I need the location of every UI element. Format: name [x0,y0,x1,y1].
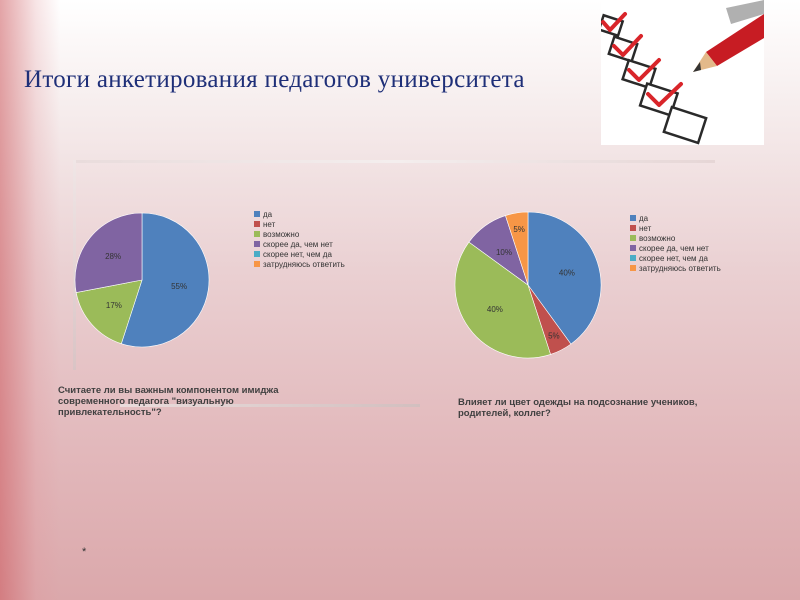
chart-1-slice-1 [120,212,210,348]
chart-1-legend-item-5: скорее нет, чем да [263,250,332,259]
chart-1-legend-swatch-2 [254,221,260,227]
chart-1-legend-swatch-6 [254,261,260,267]
chart-1-legend-swatch-4 [254,241,260,247]
chart-2-legend-item-5: скорее нет, чем да [639,254,708,263]
chart-1-legend-swatch-5 [254,251,260,257]
chart-1-slice-label-1: 55% [171,282,187,291]
chart-2-legend-swatch-5 [630,255,636,261]
chart-2-slice-label-1: 40% [559,268,575,277]
chart-1: 55% 17% 28% да нет возможно скорее да, чем нет… [60,205,370,365]
chart-2-slice-label-2: 5% [548,332,560,341]
chart-2-slice-label-4: 10% [496,248,512,257]
chart-2-legend-swatch-6 [630,265,636,271]
chart-2-slice-6 [505,211,529,286]
footnote-star: * [82,546,87,558]
chart-2-legend-item-4: скорее да, чем нет [639,244,709,253]
chart-2-slice-label-6: 5% [513,225,525,234]
chart-2-slice-3 [454,241,551,359]
chart-2-legend-swatch-3 [630,235,636,241]
chart-2-slice-label-3: 40% [487,305,503,314]
left-decor-band [0,0,60,600]
chart-1-slice-label-4: 28% [105,252,121,261]
chart-1-slice-4 [74,212,143,293]
chart-1-legend-item-1: да [263,210,273,219]
chart-2-legend-swatch-1 [630,215,636,221]
chart-2: 40% 5% 40% 10% 5% да нет возможно скорее да, чем… [440,205,760,365]
chart-2-legend-swatch-4 [630,245,636,251]
chart-2-legend-swatch-2 [630,225,636,231]
chart-1-title: Считаете ли вы важным компонентом имиджа… [58,385,279,418]
chart-2-title: Влияет ли цвет одежды на подсознание уче… [458,397,698,419]
chart-2-slice-1 [527,211,602,345]
divider-middle [120,404,420,407]
chart-1-legend-item-6: затрудняюсь ответить [263,260,345,269]
checklist-pencil-image [601,0,764,145]
chart-1-legend-swatch-1 [254,211,260,217]
chart-1-legend-item-3: возможно [263,230,300,239]
chart-1-slice-label-3: 17% [106,301,122,310]
chart-2-legend-item-6: затрудняюсь ответить [639,264,721,273]
chart-2-legend-item-2: нет [639,224,652,233]
checklist-pencil-icon [601,0,764,145]
chart-1-slice-3 [75,279,143,345]
chart-1-legend-item-2: нет [263,220,276,229]
chart-2-legend-item-1: да [639,214,649,223]
chart-1-legend-swatch-3 [254,231,260,237]
chart-2-legend-item-3: возможно [639,234,676,243]
divider-top [75,160,715,163]
divider-left [73,160,76,370]
chart-1-legend-item-4: скорее да, чем нет [263,240,333,249]
page-title: Итоги анкетирования педагогов университе… [24,66,525,93]
